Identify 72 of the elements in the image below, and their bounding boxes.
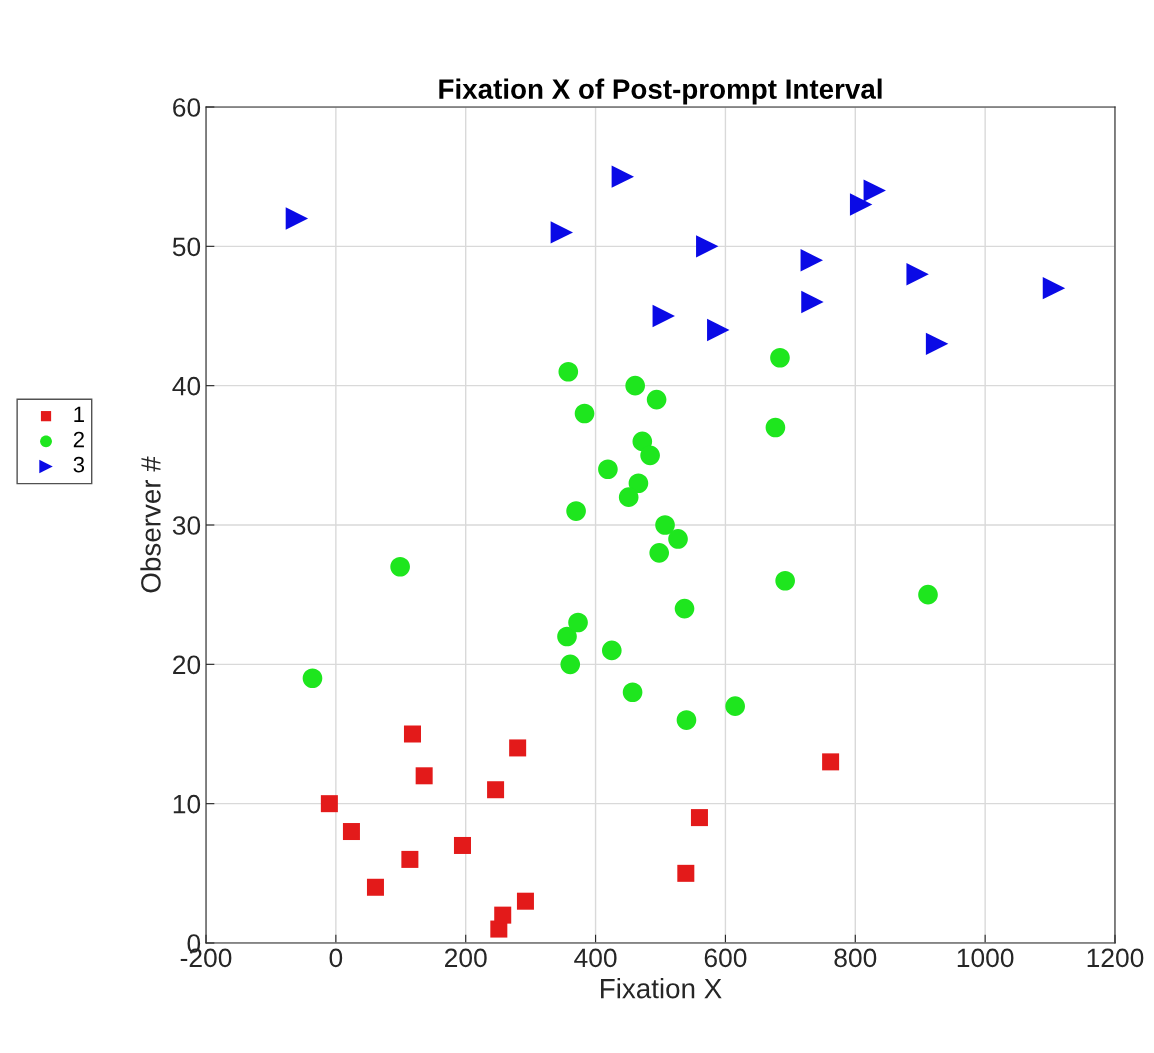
point [487,781,505,799]
point [906,263,929,286]
y-tick-label: 30 [172,516,201,535]
point [598,459,618,480]
point [453,836,471,854]
point [707,318,730,342]
point [628,473,649,494]
point [652,304,675,328]
y-tick-label: 20 [173,655,201,675]
chart-title: Fixation X of Post-prompt Interval [439,78,882,105]
point [601,640,622,661]
point [566,501,586,521]
point [516,892,534,910]
point [285,207,309,230]
point [696,235,719,258]
point [625,375,645,396]
legend-label: 3 [73,456,85,473]
point [677,864,695,882]
point [390,556,410,577]
point [1042,276,1066,300]
point [618,487,639,507]
point [640,445,660,466]
x-tick-label: 200 [445,948,487,968]
legend-label: 1 [74,406,84,422]
point [320,795,338,813]
x-axis-title: Fixation X [601,978,722,999]
point [822,753,840,771]
x-tick-label: 1200 [1087,948,1144,968]
x-tick-label: 0 [329,948,343,968]
point [611,165,635,188]
y-tick-label: 10 [173,794,201,814]
point [550,221,574,244]
point [509,739,527,757]
y-tick-label: 60 [173,98,201,117]
point [649,543,670,563]
point [568,612,588,633]
point [558,361,579,382]
point [918,584,938,605]
point [557,626,577,647]
point [770,347,790,368]
point [342,823,360,841]
x-tick-label: 1000 [957,948,1014,968]
point [646,389,667,410]
point [725,696,745,716]
point [775,570,795,591]
point [302,668,323,689]
point [800,249,823,272]
point [403,725,421,743]
point [690,809,708,827]
point [925,332,949,356]
point [849,193,873,216]
point [674,598,695,619]
y-axis-title: Observer # [140,456,161,593]
point [863,179,886,202]
x-tick-label: 800 [834,948,877,968]
point [415,767,433,785]
point [574,403,595,424]
y-tick-label: 40 [172,376,201,396]
point [676,710,697,730]
y-tick-label: 50 [172,237,201,257]
point [366,878,384,896]
point [494,906,512,924]
legend-label: 2 [73,431,84,448]
point [668,529,688,549]
point [801,290,824,314]
point [401,850,419,868]
point [560,654,581,675]
point [655,515,675,535]
point [622,682,643,703]
point [765,417,786,438]
x-tick-label: 600 [704,948,747,968]
x-tick-label: 400 [574,948,617,968]
